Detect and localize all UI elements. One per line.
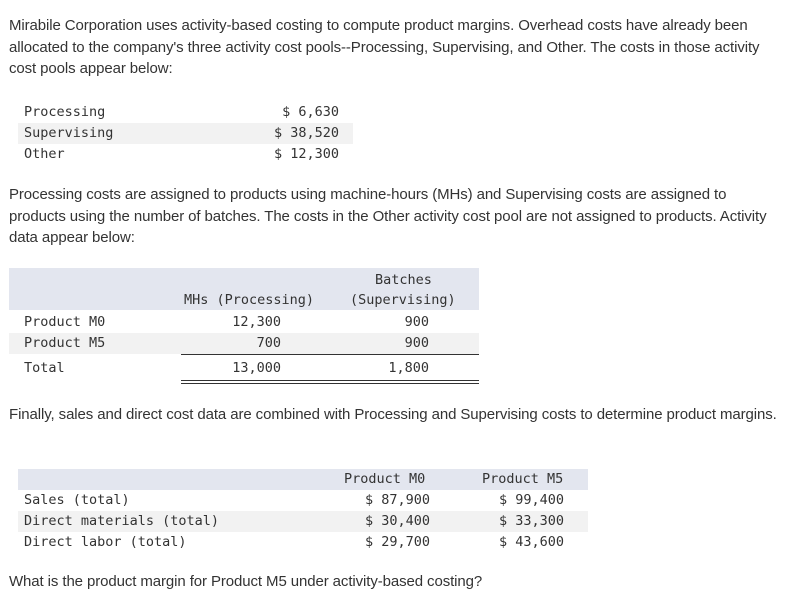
sales-row-label: Direct labor (total)	[24, 534, 187, 550]
sales-row-m0: $ 87,900	[364, 492, 430, 508]
activity-table: Batches MHs (Processing) (Supervising) P…	[9, 268, 479, 386]
intro-paragraph: Mirabile Corporation uses activity-based…	[9, 17, 760, 77]
sales-row-m0: $ 30,400	[364, 513, 430, 529]
cost-pool-row: Supervising $ 38,520	[18, 123, 353, 144]
activity-paragraph: Processing costs are assigned to product…	[9, 186, 767, 246]
sales-row-m5: $ 43,600	[498, 534, 564, 550]
cost-pool-value: $ 12,300	[273, 146, 339, 162]
activity-total-mhs: 13,000	[232, 360, 281, 376]
batches-header-line2: (Supervising)	[350, 292, 456, 308]
sales-paragraph: Finally, sales and direct cost data are …	[9, 406, 777, 423]
mhs-header: MHs (Processing)	[184, 292, 315, 308]
sales-table: Product M0 Product M5 Sales (total) $ 87…	[18, 469, 588, 557]
cost-pool-row: Other $ 12,300	[18, 144, 353, 165]
cost-pool-value: $ 38,520	[273, 125, 339, 141]
sales-row-m5: $ 33,300	[498, 513, 564, 529]
activity-row-label: Product M5	[24, 335, 106, 351]
subtotal-rule	[181, 354, 479, 355]
cost-pool-row: Processing $ 6,630	[18, 102, 353, 123]
cost-pool-label: Supervising	[24, 125, 114, 141]
activity-row-batches: 900	[404, 335, 429, 351]
activity-row-mhs: 700	[256, 335, 281, 351]
product-m5-header: Product M5	[482, 471, 564, 487]
activity-row-batches: 900	[404, 314, 429, 330]
activity-total-label: Total	[24, 360, 65, 376]
batches-header-line1: Batches	[375, 272, 432, 288]
cost-pools-table: Processing $ 6,630 Supervising $ 38,520 …	[18, 102, 353, 165]
activity-row-mhs: 12,300	[232, 314, 281, 330]
cost-pool-label: Processing	[24, 104, 106, 120]
sales-row-label: Sales (total)	[24, 492, 130, 508]
total-double-rule-bottom	[181, 383, 479, 384]
product-m0-header: Product M0	[344, 471, 426, 487]
cost-pool-label: Other	[24, 146, 65, 162]
sales-row-label: Direct materials (total)	[24, 513, 220, 529]
activity-total-batches: 1,800	[388, 360, 429, 376]
activity-row-label: Product M0	[24, 314, 106, 330]
sales-row-m0: $ 29,700	[364, 534, 430, 550]
sales-row-m5: $ 99,400	[498, 492, 564, 508]
question-text: What is the product margin for Product M…	[9, 573, 483, 590]
total-double-rule-top	[181, 380, 479, 381]
activity-table-header	[9, 268, 479, 310]
cost-pool-value: $ 6,630	[282, 104, 339, 120]
activity-row-shade	[9, 333, 479, 354]
sales-row-shade	[18, 511, 588, 532]
sales-table-header	[18, 469, 588, 490]
